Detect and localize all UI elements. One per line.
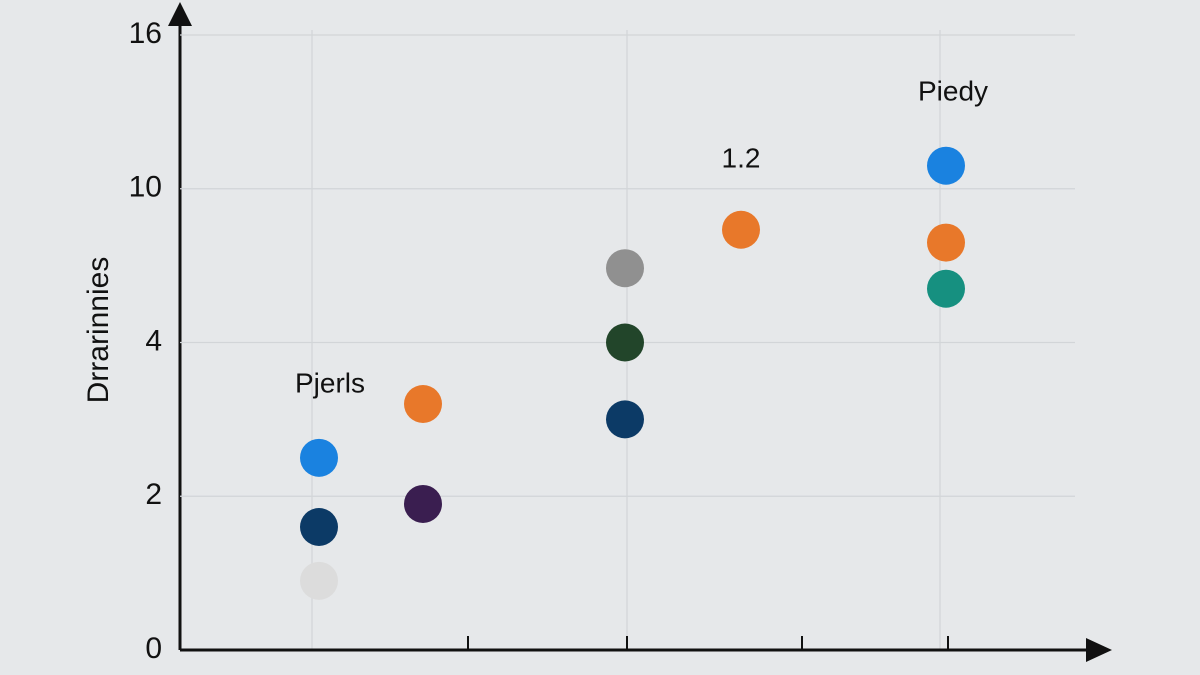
- y-tick-label: 4: [145, 324, 162, 357]
- y-axis-title: Drrarinnies: [82, 257, 115, 404]
- annotation: Pjerls: [295, 367, 365, 398]
- annotation: 1.2: [722, 142, 761, 173]
- point: [722, 210, 760, 249]
- y-tick-label: 10: [129, 171, 162, 204]
- point: [404, 484, 442, 523]
- point: [606, 249, 644, 288]
- annotation: Piedy: [918, 75, 988, 106]
- y-tick-label: 2: [145, 478, 162, 511]
- point: [300, 508, 338, 546]
- y-axis-arrow: [168, 2, 192, 26]
- point: [606, 323, 644, 362]
- point: [927, 146, 965, 185]
- point: [927, 269, 965, 308]
- y-tick-label: 0: [145, 632, 162, 665]
- point: [300, 561, 338, 600]
- point: [300, 438, 338, 477]
- point: [927, 223, 965, 262]
- point: [404, 385, 442, 423]
- point: [606, 400, 644, 439]
- y-tick-label: 16: [129, 17, 162, 50]
- x-axis-arrow: [1086, 638, 1112, 662]
